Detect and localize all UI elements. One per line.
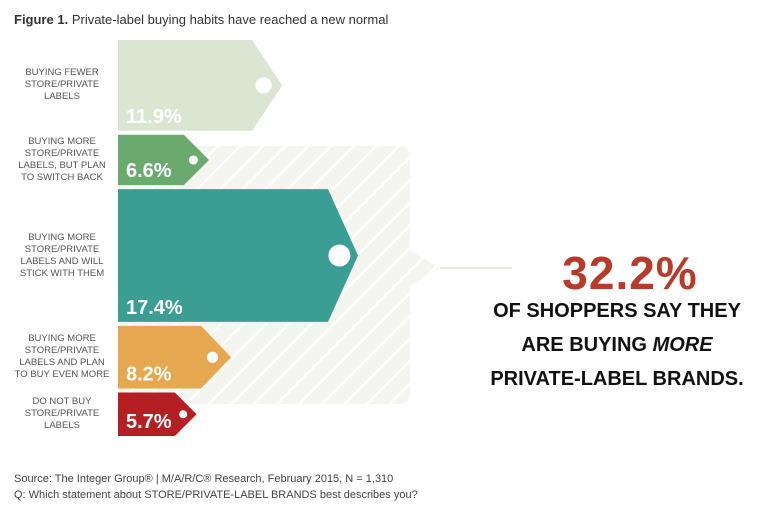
tag-hole-icon	[179, 410, 188, 419]
callout-percentage: 32.2%	[562, 247, 698, 299]
callout-line-2-prefix: ARE BUYING	[521, 334, 647, 356]
tag-hole-icon	[206, 351, 219, 363]
callout-line-1: OF SHOPPERS SAY THEY	[493, 300, 741, 322]
tag-hole-icon	[255, 77, 272, 94]
value-label: 6.6%	[126, 160, 172, 182]
callout-emphasis: MORE	[652, 334, 713, 356]
tag-bar	[118, 40, 283, 131]
tag-hole-icon	[188, 155, 198, 165]
category-label: BUYING FEWER STORE/PRIVATE LABELS	[24, 67, 100, 103]
category-label: DO NOT BUY STORE/PRIVATE LABELS	[24, 396, 100, 432]
tag-bar	[118, 134, 210, 186]
source-note: Source: The Integer Group® | M/A/R/C® Re…	[14, 471, 418, 503]
value-label: 5.7%	[126, 411, 172, 433]
value-label: 17.4%	[126, 297, 183, 319]
callout-line-3: PRIVATE-LABEL BRANDS.	[490, 368, 744, 390]
value-label: 8.2%	[126, 364, 172, 386]
category-label: BUYING MORE STORE/PRIVATE LABELS AND PLAN T…	[14, 333, 110, 381]
tag-bar	[118, 189, 358, 322]
category-label: BUYING MORE STORE/PRIVATE LABELS, BUT PLAN…	[18, 135, 106, 183]
callout-line-2: ARE BUYING MORE	[482, 334, 752, 357]
figure-number: Figure 1.	[14, 12, 69, 27]
tag-hole-icon	[328, 244, 351, 267]
figure-title: Figure 1. Private-label buying habits ha…	[14, 12, 388, 27]
tag-bar	[118, 392, 197, 436]
figure-title-text: Private-label buying habits have reached…	[71, 12, 389, 27]
question-line: Q: Which statement about STORE/PRIVATE-L…	[14, 489, 418, 501]
category-label: BUYING MORE STORE/PRIVATE LABELS AND WILL S…	[19, 231, 105, 279]
tag-bar	[118, 325, 232, 389]
value-label: 11.9%	[126, 106, 182, 128]
source-line: Source: The Integer Group® | M/A/R/C® Re…	[14, 473, 394, 485]
